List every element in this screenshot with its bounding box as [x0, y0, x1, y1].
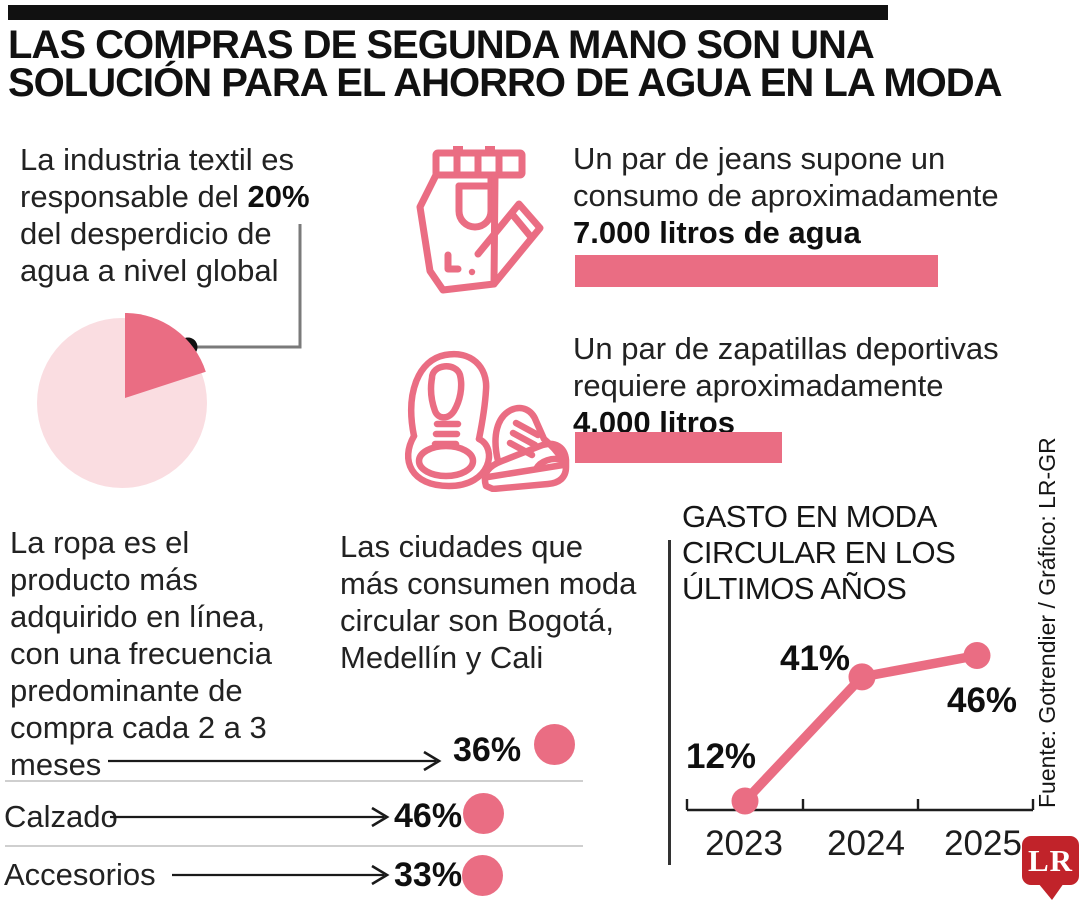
sneakers-line2: requiere aproximadamente — [573, 368, 944, 403]
arrow-ropa — [108, 750, 442, 772]
cities-line4: Medellín y Cali — [340, 640, 544, 675]
spending-dot — [731, 787, 759, 815]
jeans-paragraph: Un par de jeans supone un consumo de apr… — [573, 140, 1033, 251]
jeans-liters-label: 7.000 litros de agua — [573, 215, 861, 250]
online-line3: adquirido en línea, — [10, 599, 266, 634]
spending-dot — [848, 663, 876, 691]
spending-dot — [963, 642, 991, 669]
online-line2: producto más — [10, 562, 198, 597]
calzado-label: Calzado — [4, 799, 118, 834]
lr-logo: LR — [1022, 836, 1079, 885]
headline-line1: LAS COMPRAS DE SEGUNDA MANO SON UNA — [8, 23, 875, 67]
spending-title-line2: CIRCULAR EN LOS — [682, 535, 956, 570]
spending-title-line3: ÚLTIMOS AÑOS — [682, 571, 907, 606]
sneakers-line1: Un par de zapatillas deportivas — [573, 331, 999, 366]
online-line6: compra cada 2 a 3 — [10, 710, 267, 745]
ropa-pct: 36% — [453, 731, 522, 769]
arrow-calzado — [110, 806, 390, 828]
ropa-dot — [534, 724, 575, 765]
spending-line-chart — [685, 642, 1035, 815]
label-2025-pct: 46% — [947, 681, 1018, 720]
accesorios-label: Accesorios — [4, 857, 156, 892]
sneakers-bar — [575, 432, 783, 463]
spending-title-line1: GASTO EN MODA — [682, 499, 937, 534]
lr-logo-text: LR — [1027, 842, 1074, 878]
textile-line3: del desperdicio de — [20, 216, 272, 251]
textile-paragraph: La industria textil es responsable del 2… — [20, 141, 350, 289]
label-2023-pct: 12% — [686, 737, 757, 776]
year-2023: 2023 — [705, 824, 783, 863]
sneakers-paragraph: Un par de zapatillas deportivas requiere… — [573, 330, 1033, 441]
calzado-pct: 46% — [394, 797, 463, 835]
jeans-bar — [575, 255, 938, 287]
accesorios-pct: 33% — [394, 856, 463, 894]
divider-1 — [5, 780, 583, 782]
year-2024: 2024 — [827, 824, 905, 863]
lr-logo-tail — [1038, 883, 1064, 900]
sneakers-icon — [404, 350, 570, 492]
textile-line1: La industria textil es — [20, 142, 294, 177]
pie-wedge — [125, 313, 206, 398]
year-2025: 2025 — [944, 824, 1022, 863]
cities-line2: más consumen moda — [340, 566, 637, 601]
textile-20pct: 20% — [247, 179, 310, 214]
online-line4: con una frecuencia — [10, 636, 272, 671]
online-line1: La ropa es el — [10, 525, 190, 560]
label-2024-pct: 41% — [780, 639, 851, 678]
spending-chart-title: GASTO EN MODA CIRCULAR EN LOS ÚLTIMOS AÑ… — [682, 499, 1012, 607]
x-axis-ticks — [685, 799, 1035, 810]
textile-line2: responsable del — [20, 179, 248, 214]
cities-line1: Las ciudades que — [340, 529, 584, 564]
textile-line4: agua a nivel global — [20, 253, 279, 288]
jeans-line1: Un par de jeans supone un — [573, 141, 946, 176]
top-rule — [8, 5, 888, 20]
water-waste-pie — [37, 313, 207, 488]
jeans-icon — [416, 146, 544, 294]
headline-line2: SOLUCIÓN PARA EL AHORRO DE AGUA EN LA MO… — [8, 61, 1003, 105]
accesorios-dot — [462, 855, 503, 896]
cities-paragraph: Las ciudades que más consumen moda circu… — [340, 528, 670, 676]
calzado-dot — [463, 793, 504, 834]
online-line5: predominante de — [10, 673, 243, 708]
chart-separator — [668, 540, 671, 865]
online-line7: meses — [10, 747, 102, 782]
divider-2 — [5, 845, 583, 847]
jeans-line2: consumo de aproximadamente — [573, 178, 999, 213]
cities-line3: circular son Bogotá, — [340, 603, 614, 638]
source-credit: Fuente: Gotrendier / Gráfico: LR-GR — [1034, 437, 1060, 808]
online-purchase-paragraph: La ropa es el producto más adquirido en … — [10, 524, 350, 783]
arrow-accesorios — [172, 864, 390, 886]
